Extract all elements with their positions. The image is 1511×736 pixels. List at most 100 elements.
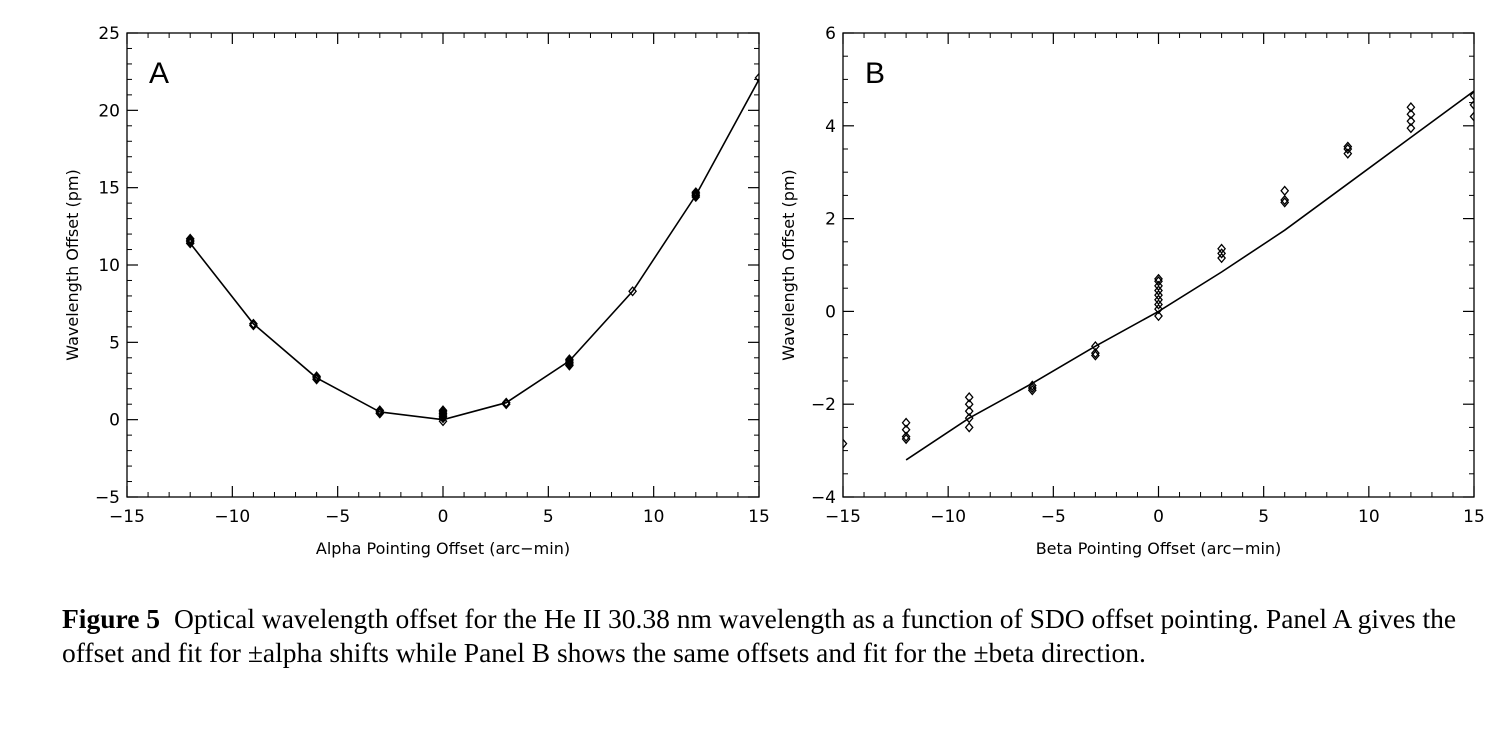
- figure-number: Figure 5: [62, 603, 161, 634]
- panel-b-x-tick-label: 5: [1258, 507, 1269, 527]
- panel-a-letter: A: [149, 57, 169, 90]
- panel-a-data-point: [501, 398, 511, 410]
- panel-b-data-point: [1406, 102, 1416, 113]
- panel-a-y-tick-label: 25: [98, 24, 120, 44]
- panel-a-data-point: [691, 187, 701, 198]
- panel-a-x-tick-label: −15: [109, 507, 145, 527]
- panel-a-data-point: [691, 188, 701, 200]
- panel-b-y-tick-label: −4: [811, 488, 836, 508]
- panel-b-letter: B: [865, 57, 885, 90]
- panel-b-data-point: [1406, 108, 1416, 120]
- panel-b-data-point: [1027, 380, 1037, 391]
- caption-text-part1: Optical wavelength offset for the He: [174, 603, 583, 634]
- panel-b-data-point: [1469, 111, 1474, 122]
- panel-b-data-point: [1154, 294, 1163, 306]
- panel-b-data-point: [1154, 273, 1163, 285]
- panel-a-frame: [126, 32, 760, 498]
- panel-b-data-point: [1469, 90, 1474, 101]
- panel-b-data-point: [964, 422, 974, 433]
- panel-b-data-point: [1090, 347, 1100, 359]
- panel-b-data-point: [1154, 280, 1163, 292]
- panel-a-data-point: [185, 235, 195, 246]
- panel-a-y-tick-label: 5: [109, 333, 120, 353]
- figure-caption: Figure 5 Optical wavelength offset for th…: [62, 602, 1502, 670]
- panel-b-y-tick-label: 4: [825, 117, 836, 137]
- panel-b-x-tick-label: 10: [1358, 507, 1380, 527]
- panel-b: −15 −10 −5 0 5 10 15 −4 −2 0 2 4 6 Beta Pointing Offs…: [779, 24, 1485, 558]
- panel-a-data-point: [375, 406, 385, 418]
- panel-a-x-tick-label: 10: [643, 507, 665, 527]
- panel-b-x-tick-label: −10: [930, 507, 966, 527]
- panel-a-fit-line: [189, 79, 759, 421]
- panel-a-y-tick-label: −5: [95, 488, 120, 508]
- panel-b-fit-line: [905, 90, 1474, 461]
- panel-b-data-point: [901, 433, 911, 445]
- panel-b-data-point: [964, 398, 974, 410]
- panel-b-x-tick-label: −5: [1041, 507, 1066, 527]
- panel-a-data-point: [501, 397, 511, 408]
- panel-a-data-point: [312, 371, 322, 382]
- panel-a: −15 −10 −5 0 5 10 15 −5 0 5 10 15 20 25 Alpha Pointing…: [63, 24, 770, 558]
- panel-b-x-tick-label: 0: [1153, 507, 1164, 527]
- panel-a-data-point: [248, 318, 258, 329]
- panel-b-data-point: [1154, 303, 1163, 315]
- panel-a-data-point: [564, 355, 574, 367]
- panel-a-data-point: [248, 320, 258, 331]
- panel-b-data-point: [1027, 382, 1037, 394]
- panel-b-data-point: [1217, 248, 1227, 259]
- panel-b-data-point: [1343, 141, 1353, 152]
- panel-a-data-point: [312, 372, 322, 384]
- panel-a-data-point: [375, 405, 385, 416]
- panel-a-x-tick-label: −10: [214, 507, 250, 527]
- panel-b-data-point: [964, 392, 974, 403]
- panel-b-y-axis-label: Wavelength Offset (pm): [779, 169, 798, 360]
- panel-a-data-point: [754, 72, 759, 84]
- panel-b-data-point: [901, 417, 911, 428]
- panel-b-data-point: [1469, 99, 1474, 111]
- caption-ion-stage: II: [582, 603, 602, 634]
- panel-a-plot-area: [185, 72, 759, 427]
- panel-a-y-tick-label: 10: [98, 256, 120, 276]
- panel-b-frame: [842, 32, 1475, 498]
- panel-b-data-point: [1090, 350, 1100, 361]
- panel-b-data-point: [1217, 243, 1227, 254]
- panel-a-data-point: [438, 405, 448, 416]
- panel-b-data-point: [1280, 185, 1290, 196]
- panel-b-data-point: [1154, 289, 1163, 301]
- panel-b-data-point: [1154, 299, 1163, 310]
- caption-text-part2: 30.38 nm wavelength as a function of SDO…: [62, 603, 1457, 668]
- panel-b-plot-area: [843, 90, 1474, 461]
- panel-b-data-point: [1217, 252, 1227, 264]
- panel-b-data-point: [1343, 148, 1353, 159]
- panel-b-data-point: [964, 405, 974, 417]
- panel-a-y-tick-label: 0: [109, 411, 120, 431]
- panel-b-y-tick-label: 0: [825, 302, 836, 322]
- panel-a-x-tick-label: 5: [543, 507, 554, 527]
- panel-b-data-point: [1154, 310, 1163, 322]
- panel-b-x-tick-label: −15: [825, 507, 861, 527]
- panel-a-x-tick-label: 0: [438, 507, 449, 527]
- panel-a-y-tick-label: 20: [98, 101, 120, 121]
- panel-b-data-point: [843, 438, 848, 449]
- panel-a-data-point: [185, 233, 195, 244]
- panel-b-y-tick-label: 6: [825, 24, 836, 44]
- panel-a-x-tick-label: −5: [325, 507, 350, 527]
- panel-b-data-point: [1406, 122, 1416, 134]
- panel-b-data-point: [1406, 115, 1416, 127]
- panel-a-y-tick-label: 15: [98, 179, 120, 199]
- panel-b-data-point: [1280, 194, 1290, 206]
- panel-b-x-axis-label: Beta Pointing Offset (arc−min): [1036, 539, 1282, 558]
- panel-b-y-tick-label: −2: [811, 395, 836, 415]
- panel-a-y-axis-label: Wavelength Offset (pm): [63, 169, 82, 360]
- panel-a-x-axis-label: Alpha Pointing Offset (arc−min): [316, 539, 570, 558]
- panel-b-data-point: [1027, 385, 1037, 396]
- panel-b-y-tick-label: 2: [825, 210, 836, 230]
- panel-a-data-point: [438, 406, 448, 418]
- panel-b-data-point: [1154, 285, 1163, 296]
- panel-a-x-tick-label: 15: [748, 507, 770, 527]
- panel-a-data-point: [628, 286, 638, 297]
- panel-b-data-point: [901, 431, 911, 442]
- panel-a-data-point: [564, 354, 574, 365]
- panel-b-x-tick-label: 15: [1463, 507, 1485, 527]
